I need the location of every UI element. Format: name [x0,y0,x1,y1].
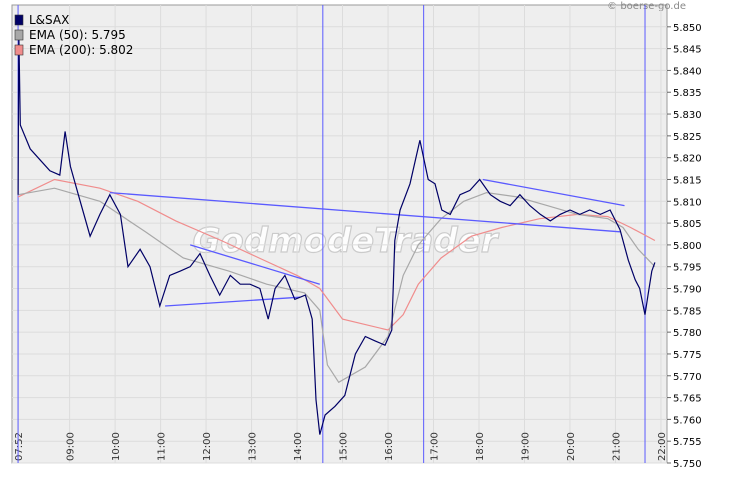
x-tick-label: 14:00 [293,432,304,461]
x-tick-label: 13:00 [248,432,259,461]
legend-swatch [14,14,24,26]
y-tick-label: 5.850 [673,23,702,34]
x-tick-label: 17:00 [430,432,441,461]
series-line [165,296,301,307]
y-tick-label: 5.810 [673,197,702,208]
x-tick-label: 21:00 [611,432,622,461]
x-tick-label: 19:00 [520,432,531,461]
y-tick-label: 5.775 [673,350,702,361]
plot-area [11,4,668,464]
legend-label: L&SAX [29,13,69,27]
series-line [17,187,656,384]
y-tick-label: 5.795 [673,263,702,274]
x-tick-label: 15:00 [339,432,350,461]
y-tick-label: 5.815 [673,175,702,186]
y-tick-label: 5.765 [673,394,702,405]
y-tick-label: 5.785 [673,306,702,317]
y-tick-label: 5.805 [673,219,702,230]
y-tick-label: 5.800 [673,241,702,252]
y-tick-label: 5.770 [673,372,702,383]
series-line [109,191,621,233]
y-tick-label: 5.820 [673,154,702,165]
x-tick-label: 07:52 [14,432,25,461]
y-tick-label: 5.755 [673,437,702,448]
legend-swatch [14,29,24,41]
watermark: GodmodeTrader [192,221,499,261]
copyright: © boerse-go.de [607,1,686,12]
x-tick-label: 18:00 [475,432,486,461]
y-tick-label: 5.840 [673,66,702,77]
y-tick-label: 5.830 [673,110,702,121]
y-tick-label: 5.825 [673,132,702,143]
y-tick-label: 5.845 [673,45,702,56]
y-tick-label: 5.760 [673,415,702,426]
y-tick-label: 5.835 [673,88,702,99]
y-tick-label: 5.750 [673,459,702,470]
x-tick-label: 09:00 [66,432,77,461]
x-tick-label: 11:00 [157,432,168,461]
legend-label: EMA (200): 5.802 [29,43,133,57]
x-tick-label: 12:00 [202,432,213,461]
x-tick-label: 20:00 [566,432,577,461]
y-tick-label: 5.780 [673,328,702,339]
series-line [17,31,656,435]
x-tick-label: 10:00 [111,432,122,461]
x-tick-label: 16:00 [384,432,395,461]
x-tick-label: 22:00 [657,432,668,461]
legend-swatch [14,44,24,56]
y-tick-label: 5.790 [673,285,702,296]
series-line [482,178,625,207]
series-line [190,244,320,285]
series-line [17,178,656,331]
legend-label: EMA (50): 5.795 [29,28,126,42]
